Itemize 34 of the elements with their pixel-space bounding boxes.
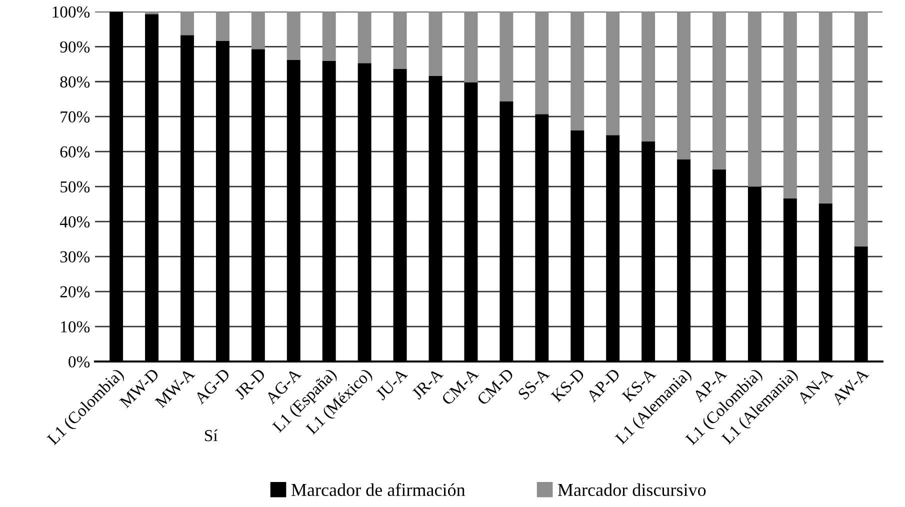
y-tick-label: 100% [52,6,90,18]
bar [818,12,832,204]
bar [251,12,265,50]
bar [854,12,868,246]
legend-label: Marcador discursivo [558,483,706,496]
bar [180,12,194,36]
bar [642,12,656,142]
bar [393,12,407,70]
y-tick-label: 90% [60,41,90,53]
text: Sí [205,429,218,442]
y-tick-label: 40% [60,216,90,228]
y-tick-label: 50% [60,181,90,193]
legend-label: Marcador de afirmación [291,483,466,496]
bar [358,12,372,64]
bar [677,12,691,160]
bar [712,12,726,170]
y-tick-label: 30% [60,251,90,263]
bar [783,12,797,198]
bar [428,12,442,76]
bar [464,12,478,82]
y-tick-label: 60% [60,146,90,158]
bar [606,12,620,136]
bar [286,12,300,60]
y-tick-label: 80% [60,76,90,88]
bar [216,12,230,42]
y-tick-label: 70% [60,111,90,123]
y-tick-label: 20% [60,286,90,298]
bar [570,12,584,130]
bar [500,12,514,102]
bar [535,12,549,114]
y-tick-label: 0% [68,356,90,368]
y-tick-label: 10% [61,321,90,333]
bar [748,12,762,187]
bar [322,12,336,61]
